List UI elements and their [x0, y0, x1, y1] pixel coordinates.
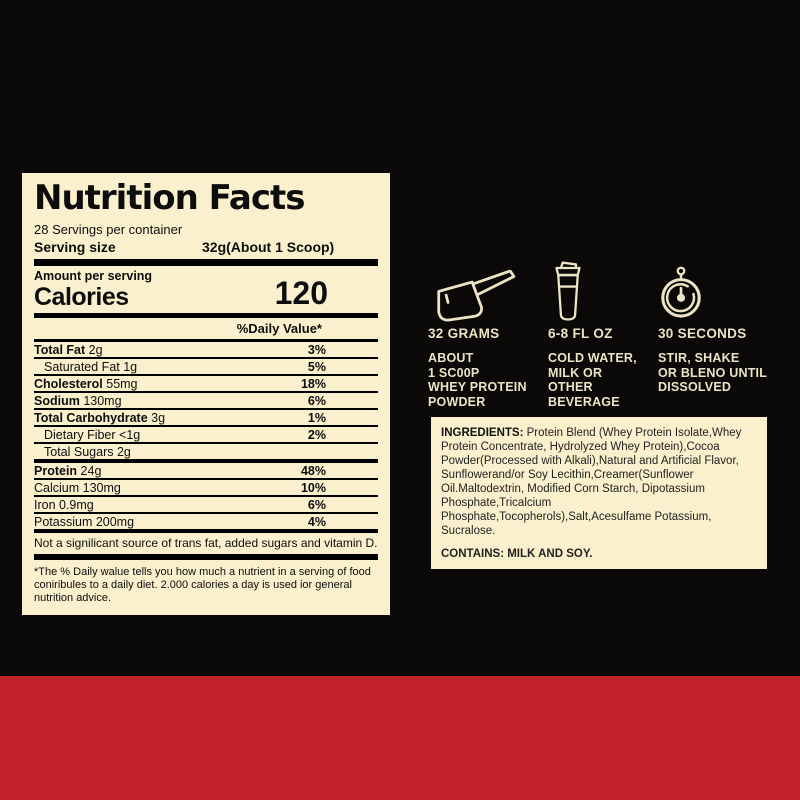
- nutrient-row-carbohydrate: Total Carbohydrate 3g 1%: [34, 410, 378, 427]
- daily-value-pct: 4%: [307, 515, 326, 529]
- step-body: STIR, SHAKE OR BLENO UNTIL DISSOLVED: [658, 351, 768, 394]
- bottom-banner: GLUTEN FREE NO ARTIFICIAL GROWTH HORMONE…: [0, 676, 800, 800]
- nutrient-row-iron: Iron 0.9mg 6%: [34, 497, 378, 514]
- ingredients-panel: INGREDIENTS: Protein Blend (Whey Protein…: [431, 417, 767, 569]
- daily-value-pct: 1%: [307, 411, 326, 425]
- daily-value-pct: 3%: [307, 343, 326, 357]
- direction-step-scoop: 32 GRAMS ABOUT 1 SC00P WHEY PROTEIN POWD…: [428, 266, 546, 409]
- nutrient-row-protein: Protein 24g 48%: [34, 463, 378, 480]
- nutrient-row-sodium: Sodium 130mg 6%: [34, 393, 378, 410]
- calories-value: 120: [274, 275, 328, 311]
- step-heading: 30 SECONDS: [658, 326, 747, 341]
- nutrient-row-cholesterol: Cholesterol 55mg 18%: [34, 376, 378, 393]
- step-body: COLD WATER, MILK OR OTHER BEVERAGE: [548, 351, 637, 409]
- calories-row: Calories 120: [34, 275, 378, 318]
- step-heading: 32 GRAMS: [428, 326, 500, 341]
- nutrition-title: Nutrition Facts: [34, 178, 305, 218]
- nutrient-row-potassium: Potassium 200mg 4%: [34, 514, 378, 533]
- servings-per-container: 28 Servings per container: [34, 222, 183, 237]
- daily-value-pct: 6%: [307, 394, 326, 408]
- nutrition-facts-panel: Nutrition Facts 28 Servings per containe…: [22, 173, 390, 615]
- calories-label: Calories: [34, 283, 129, 311]
- ingredients-label: INGREDIENTS:: [441, 427, 524, 439]
- daily-value-pct: 6%: [307, 498, 326, 512]
- daily-value-pct: 5%: [307, 360, 326, 374]
- daily-value-pct: 2%: [307, 428, 326, 442]
- daily-value-pct: 10%: [300, 481, 326, 495]
- stopwatch-icon: [658, 266, 792, 322]
- step-heading: 6-8 FL OZ: [548, 326, 613, 341]
- serving-size-label: Serving size: [34, 239, 116, 255]
- nutrient-row-saturated-fat: Saturated Fat 1g 5%: [34, 359, 378, 376]
- nutrient-row-total-fat: Total Fat 2g 3%: [34, 342, 378, 359]
- daily-value-pct: 18%: [300, 377, 326, 391]
- nutrient-row-dietary-fiber: Dietary Fiber <1g 2%: [34, 427, 378, 444]
- step-body: ABOUT 1 SC00P WHEY PROTEIN POWDER: [428, 351, 527, 409]
- not-significant-source-note: Not a signilicant source of trans fat, a…: [34, 533, 378, 560]
- serving-size-row: Serving size 32g(About 1 Scoop): [34, 237, 378, 266]
- shaker-icon: [548, 261, 656, 322]
- daily-value-pct: [326, 446, 378, 458]
- daily-value-header: %Daily Value*: [34, 318, 378, 342]
- nutrient-row-total-sugars: Total Sugars 2g: [34, 444, 378, 463]
- amount-per-serving: Amount per serving: [34, 269, 153, 283]
- serving-size-value: 32g(About 1 Scoop): [202, 239, 335, 255]
- daily-value-pct: 48%: [300, 464, 326, 478]
- direction-step-stopwatch: 30 SECONDS STIR, SHAKE OR BLENO UNTIL DI…: [658, 266, 792, 395]
- scoop-icon: [428, 266, 546, 322]
- contains-text: CONTAINS: MILK AND SOY.: [441, 548, 593, 560]
- nutrient-row-calcium: Calcium 130mg 10%: [34, 480, 378, 497]
- ingredients-text: INGREDIENTS: Protein Blend (Whey Protein…: [441, 427, 742, 537]
- daily-value-footnote: *The % Daily walue tells you how much a …: [34, 566, 371, 604]
- direction-step-shaker: 6-8 FL OZ COLD WATER, MILK OR OTHER BEVE…: [548, 261, 656, 409]
